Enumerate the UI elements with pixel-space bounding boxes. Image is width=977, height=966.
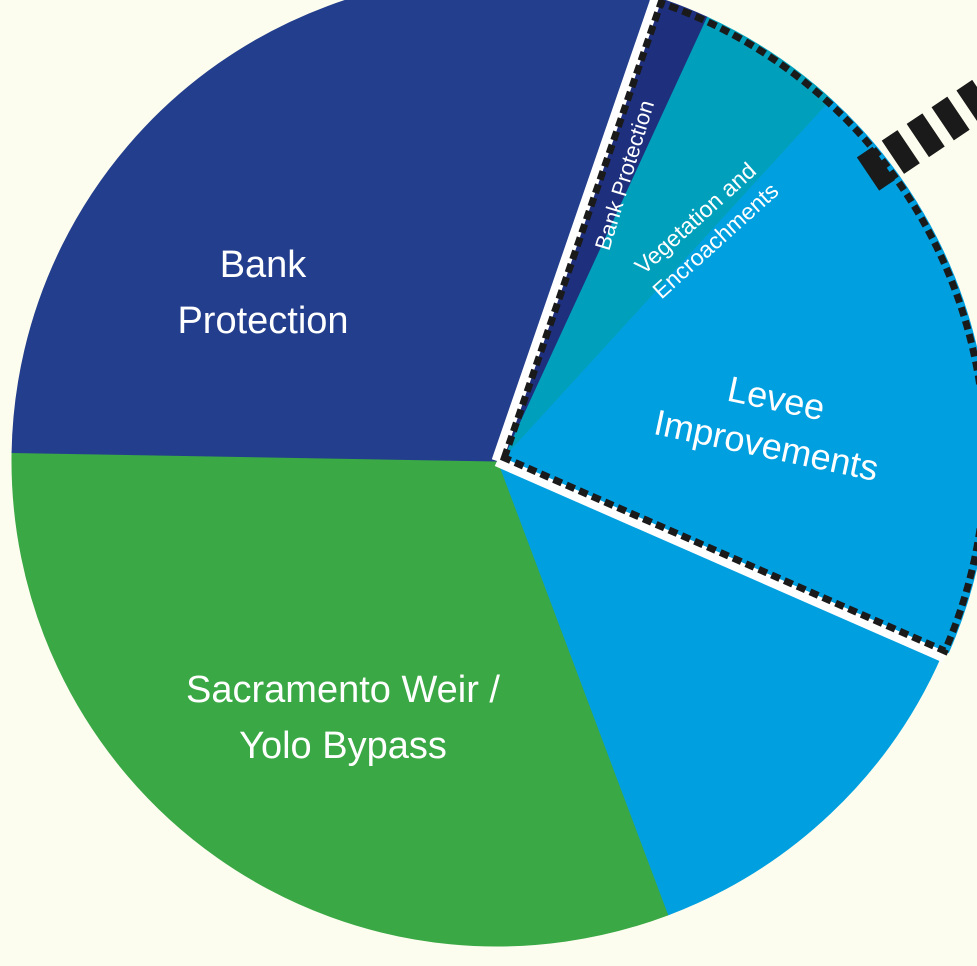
callout-arrow <box>856 76 977 191</box>
slice-label-bank-protection-main-line2: Protection <box>177 300 348 342</box>
slice-label-sacramento-weir-line2: Yolo Bypass <box>239 725 447 767</box>
pie-slice-sacramento-weir-yolo-bypass-4 <box>11 452 669 947</box>
slice-label-bank-protection-main-line1: Bank <box>220 244 308 286</box>
slice-label-sacramento-weir-line1: Sacramento Weir / <box>186 669 500 711</box>
pie-slice-bank-protection-5 <box>11 0 656 462</box>
pie-slice-vegetation-and-encroachments-1 <box>503 16 833 459</box>
slice-separator-1 <box>491 0 662 463</box>
slices-layer <box>11 0 977 947</box>
pie-slice-unlabeled-3 <box>496 460 942 916</box>
callout-dashed-line <box>856 76 977 191</box>
slice-separator-0 <box>494 455 948 663</box>
pie-slice-levee-improvements-2 <box>503 98 977 654</box>
